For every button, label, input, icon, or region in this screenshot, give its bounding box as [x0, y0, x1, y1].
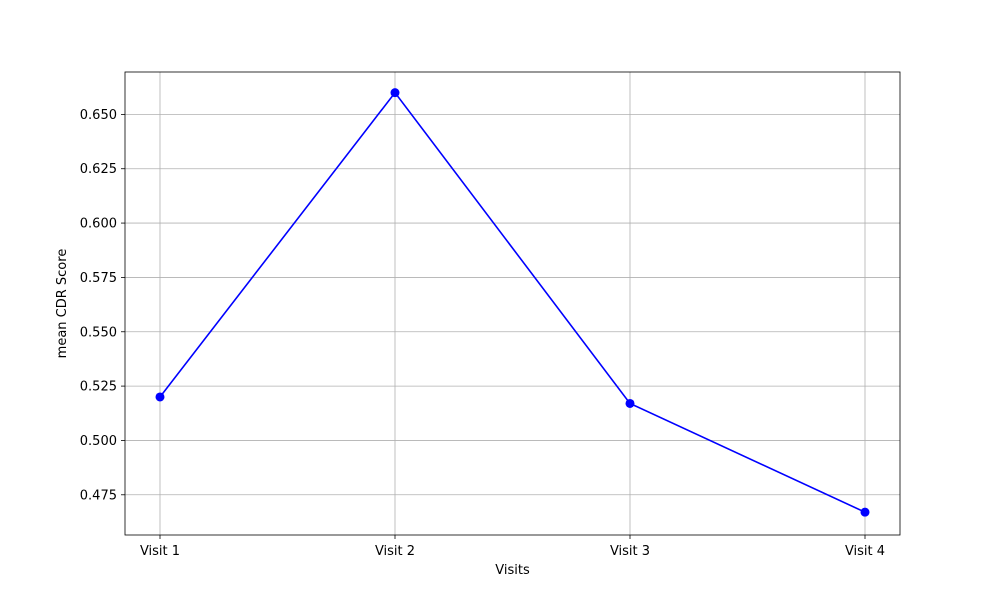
- x-axis-label: Visits: [495, 563, 530, 578]
- grid-layer: [125, 72, 900, 535]
- data-point: [625, 398, 635, 408]
- y-tick-label: 0.575: [80, 271, 117, 286]
- y-tick-label: 0.525: [80, 380, 117, 395]
- x-tick-label: Visit 3: [610, 544, 650, 559]
- y-tick-label: 0.550: [80, 325, 117, 340]
- plot-frame: [124, 71, 901, 536]
- y-axis-label: mean CDR Score: [55, 249, 70, 359]
- series-layer: [155, 88, 870, 517]
- x-tick-label: Visit 4: [845, 544, 885, 559]
- labels-layer: Visits mean CDR Score: [55, 249, 530, 578]
- data-point: [860, 507, 870, 517]
- y-tick-label: 0.500: [80, 434, 117, 449]
- y-tick-label: 0.650: [80, 108, 117, 123]
- x-tick-label: Visit 2: [375, 544, 415, 559]
- y-tick-label: 0.625: [80, 162, 117, 177]
- y-tick-label: 0.475: [80, 488, 117, 503]
- data-point: [155, 392, 165, 402]
- series-line: [159, 91, 866, 513]
- data-point: [390, 88, 400, 98]
- y-tick-label: 0.600: [80, 217, 117, 232]
- axes-layer: Visit 1 Visit 2 Visit 3 Visit 4 0.475 0.500 0.…: [80, 71, 901, 559]
- x-tick-label: Visit 1: [140, 544, 180, 559]
